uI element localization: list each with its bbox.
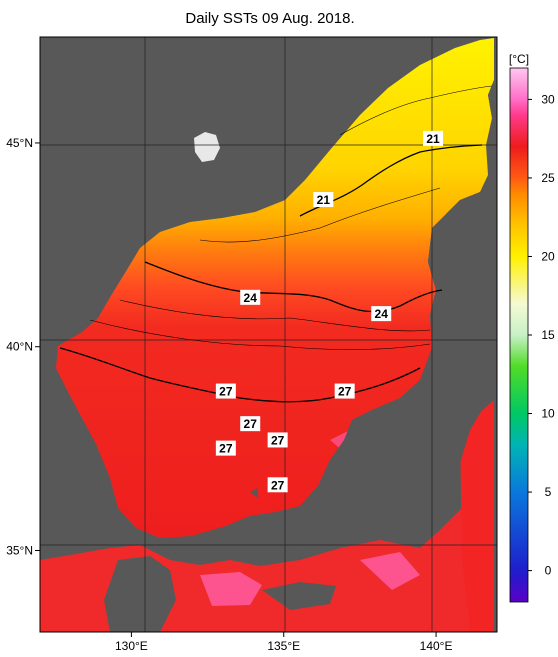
kyushu-land — [104, 556, 176, 632]
contour-label-box — [267, 432, 288, 448]
map-frame — [39, 36, 498, 633]
x-tick-label: 130°E — [115, 639, 148, 653]
contour-label: 27 — [267, 477, 288, 493]
contour-label-box — [240, 416, 261, 432]
y-tick-label: 40°N — [6, 340, 33, 354]
axis-ticks: 130°E 135°E 140°E 35°N 40°N 45°N — [6, 136, 452, 653]
contour-label-box — [215, 440, 236, 456]
map-area — [40, 37, 497, 632]
contour-label-box — [240, 289, 261, 305]
contour-thin — [339, 85, 493, 136]
contour-label: 27 — [240, 416, 261, 432]
contour-label-text: 21 — [426, 132, 440, 146]
colorbar-scale — [509, 67, 529, 603]
contour-label-box — [313, 192, 334, 208]
contour-label: 27 — [267, 432, 288, 448]
contour-label-text: 27 — [219, 385, 233, 399]
contour-label-box — [334, 383, 355, 399]
warm-patch — [200, 572, 262, 606]
y-tick-label: 45°N — [6, 136, 33, 150]
contour-label-text: 27 — [271, 478, 285, 492]
y-tick-label: 35°N — [6, 543, 33, 557]
contour-labels: 21 21 24 24 27 27 27 27 27 27 — [215, 130, 444, 493]
colorbar-tick-label: 30 — [541, 92, 555, 106]
sado-island — [380, 402, 392, 424]
contour-label-text: 27 — [271, 433, 285, 447]
contour-label-text: 24 — [375, 307, 389, 321]
pacific-east — [460, 400, 494, 632]
contour-label: 27 — [215, 383, 236, 399]
contour-label: 21 — [313, 192, 334, 208]
lake-khanka — [194, 132, 220, 162]
x-tick-label: 140°E — [420, 639, 453, 653]
colorbar: [°C] 0 5 10 15 20 25 30 — [509, 52, 555, 603]
contour-label-text: 21 — [317, 193, 331, 207]
x-tick-label: 135°E — [267, 639, 300, 653]
colorbar-tick-label: 15 — [541, 328, 555, 342]
contour-label: 21 — [423, 130, 444, 146]
contour-label-text: 24 — [244, 291, 258, 305]
contour-label-box — [215, 383, 236, 399]
colorbar-tick-label: 10 — [541, 407, 555, 421]
contour-label-box — [267, 477, 288, 493]
sakhalin-coast — [488, 38, 497, 120]
contour-thin — [89, 319, 431, 350]
contour-label: 27 — [334, 383, 355, 399]
colorbar-tick-label: 5 — [545, 485, 552, 499]
contour-label: 27 — [215, 440, 236, 456]
contour-label-text: 27 — [338, 385, 352, 399]
oki-island — [250, 488, 258, 498]
shikoku-land — [262, 582, 336, 610]
colorbar-tick-label: 25 — [541, 171, 555, 185]
honshu-land — [160, 228, 494, 552]
contour-label: 24 — [240, 289, 261, 305]
colorbar-tick-label: 0 — [545, 564, 552, 578]
contour-label: 24 — [371, 306, 392, 322]
contour-label-text: 27 — [244, 417, 258, 431]
contour-label-box — [371, 306, 392, 322]
contour-thin — [119, 299, 431, 332]
contour-27 — [59, 347, 421, 403]
contour-label-box — [423, 130, 444, 146]
contour-thin — [199, 187, 441, 243]
chart-title: Daily SSTs 09 Aug. 2018. — [185, 10, 355, 27]
contour-24 — [144, 261, 443, 313]
hokkaido-land — [446, 180, 494, 240]
colorbar-unit: [°C] — [509, 52, 529, 66]
warm-patch — [360, 552, 420, 590]
colorbar-tick-label: 20 — [541, 249, 555, 263]
contour-label-text: 27 — [219, 442, 233, 456]
sea-of-japan — [56, 38, 494, 538]
contours — [59, 85, 493, 403]
